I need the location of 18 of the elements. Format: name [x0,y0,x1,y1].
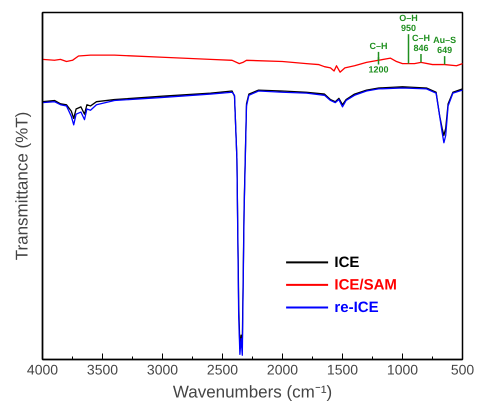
y-axis-title: Transmittance (%T) [12,112,32,260]
legend-label: ICE [334,254,360,271]
legend-label: ICE/SAM [334,276,397,294]
x-tick-label: 500 [450,362,474,378]
x-tick-label: 2500 [206,362,238,378]
x-tick-label: 2000 [266,362,298,378]
annotation: 1200 [368,64,389,75]
annotation: Au–S 649 [433,35,456,56]
x-tick-label: 1000 [386,362,418,378]
x-tick-label: 1500 [326,362,358,378]
annotation: O–H 950 [399,13,418,34]
annotation: C–H 846 [412,32,430,53]
x-tick-label: 4000 [26,362,58,378]
x-axis-title: Wavenumbers (cm⁻¹) [172,382,332,402]
x-tick-label: 3500 [86,362,118,378]
legend-label: re-ICE [334,298,379,316]
annotation: C–H [370,40,388,51]
x-tick-label: 3000 [146,362,178,378]
